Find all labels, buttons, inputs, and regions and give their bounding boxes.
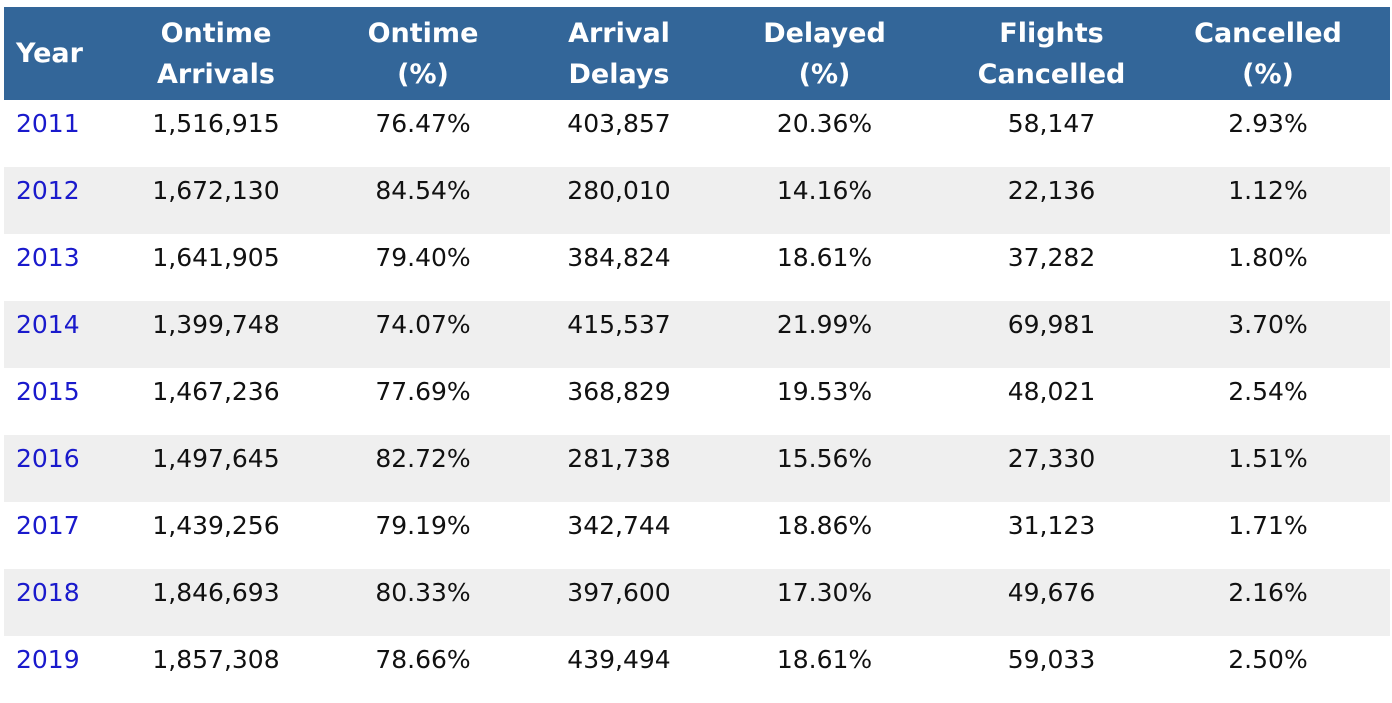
header-cancelled-pct: Cancelled (%) <box>1194 17 1342 90</box>
header-year: Year <box>16 38 83 69</box>
header-delayed-pct: Delayed (%) <box>763 17 886 90</box>
delayed-pct-cell: 17.30% <box>776 578 873 607</box>
year-cell: 2012 <box>4 167 132 234</box>
delayed-pct-cell: 21.99% <box>776 310 873 339</box>
ontime-arrivals-cell: 1,672,130 <box>152 176 280 205</box>
cancelled-pct-cell: 2.93% <box>1228 109 1308 138</box>
header-ontime-arrivals: Ontime Arrivals <box>157 17 275 90</box>
table-row: 2015 1,467,236 77.69% 368,829 19.53% 48,… <box>4 368 1390 435</box>
ontime-arrivals-cell: 1,497,645 <box>152 444 280 473</box>
table-row: 2014 1,399,748 74.07% 415,537 21.99% 69,… <box>4 301 1390 368</box>
year-cell: 2016 <box>4 435 132 502</box>
year-link[interactable]: 2018 <box>16 578 80 607</box>
ontime-pct-cell: 82.72% <box>375 444 471 473</box>
arrival-delays-cell: 342,744 <box>567 511 671 540</box>
flights-cancelled-cell: 69,981 <box>1007 310 1096 339</box>
ontime-pct-cell: 77.69% <box>375 377 471 406</box>
cancelled-pct-cell: 1.51% <box>1228 444 1308 473</box>
header-arrival-delays: Arrival Delays <box>568 17 670 90</box>
flights-cancelled-cell: 37,282 <box>1007 243 1096 272</box>
year-link[interactable]: 2013 <box>16 243 80 272</box>
table-row: 2019 1,857,308 78.66% 439,494 18.61% 59,… <box>4 636 1390 703</box>
arrival-delays-cell: 439,494 <box>567 645 671 674</box>
delayed-pct-cell: 18.61% <box>776 243 873 272</box>
arrival-delays-cell: 384,824 <box>567 243 671 272</box>
year-link[interactable]: 2014 <box>16 310 80 339</box>
ontime-pct-cell: 74.07% <box>375 310 471 339</box>
flights-cancelled-cell: 27,330 <box>1007 444 1096 473</box>
ontime-pct-cell: 78.66% <box>375 645 471 674</box>
ontime-pct-cell: 76.47% <box>375 109 471 138</box>
ontime-arrivals-cell: 1,439,256 <box>152 511 280 540</box>
year-cell: 2014 <box>4 301 132 368</box>
delayed-pct-cell: 18.86% <box>776 511 873 540</box>
year-link[interactable]: 2011 <box>16 109 80 138</box>
year-cell: 2018 <box>4 569 132 636</box>
table-row: 2012 1,672,130 84.54% 280,010 14.16% 22,… <box>4 167 1390 234</box>
arrival-delays-cell: 368,829 <box>567 377 671 406</box>
arrival-delays-cell: 280,010 <box>567 176 671 205</box>
ontime-arrivals-cell: 1,641,905 <box>152 243 280 272</box>
ontime-arrivals-cell: 1,857,308 <box>152 645 280 674</box>
year-cell: 2015 <box>4 368 132 435</box>
cancelled-pct-cell: 2.16% <box>1228 578 1308 607</box>
table-row: 2018 1,846,693 80.33% 397,600 17.30% 49,… <box>4 569 1390 636</box>
ontime-arrivals-cell: 1,846,693 <box>152 578 280 607</box>
ontime-arrivals-cell: 1,467,236 <box>152 377 280 406</box>
header-flights-cancelled: Flights Cancelled <box>977 17 1126 90</box>
ontime-pct-cell: 84.54% <box>375 176 471 205</box>
cancelled-pct-cell: 3.70% <box>1228 310 1308 339</box>
flights-cancelled-cell: 31,123 <box>1007 511 1096 540</box>
flights-cancelled-cell: 49,676 <box>1007 578 1096 607</box>
table-row: 2017 1,439,256 79.19% 342,744 18.86% 31,… <box>4 502 1390 569</box>
delayed-pct-cell: 20.36% <box>776 109 873 138</box>
table-row: 2013 1,641,905 79.40% 384,824 18.61% 37,… <box>4 234 1390 301</box>
year-link[interactable]: 2017 <box>16 511 80 540</box>
year-cell: 2017 <box>4 502 132 569</box>
table-row: 2011 1,516,915 76.47% 403,857 20.36% 58,… <box>4 100 1390 167</box>
flights-cancelled-cell: 48,021 <box>1007 377 1096 406</box>
arrival-delays-cell: 281,738 <box>567 444 671 473</box>
cancelled-pct-cell: 1.71% <box>1228 511 1308 540</box>
ontime-pct-cell: 80.33% <box>375 578 471 607</box>
cancelled-pct-cell: 2.50% <box>1228 645 1308 674</box>
delayed-pct-cell: 15.56% <box>776 444 873 473</box>
year-link[interactable]: 2016 <box>16 444 80 473</box>
header-ontime-pct: Ontime (%) <box>367 17 479 90</box>
flights-cancelled-cell: 58,147 <box>1007 109 1096 138</box>
flight-stats-table: Year Ontime Arrivals Ontime (%) Arrival … <box>4 7 1390 703</box>
cancelled-pct-cell: 1.80% <box>1228 243 1308 272</box>
year-cell: 2013 <box>4 234 132 301</box>
delayed-pct-cell: 19.53% <box>776 377 873 406</box>
ontime-arrivals-cell: 1,516,915 <box>152 109 280 138</box>
arrival-delays-cell: 415,537 <box>567 310 671 339</box>
flights-cancelled-cell: 59,033 <box>1007 645 1096 674</box>
cancelled-pct-cell: 2.54% <box>1228 377 1308 406</box>
arrival-delays-cell: 403,857 <box>567 109 671 138</box>
table-row: 2016 1,497,645 82.72% 281,738 15.56% 27,… <box>4 435 1390 502</box>
delayed-pct-cell: 14.16% <box>776 176 873 205</box>
year-cell: 2019 <box>4 636 132 703</box>
flight-stats-table-container: Year Ontime Arrivals Ontime (%) Arrival … <box>4 7 1390 703</box>
arrival-delays-cell: 397,600 <box>567 578 671 607</box>
ontime-pct-cell: 79.19% <box>375 511 471 540</box>
cancelled-pct-cell: 1.12% <box>1228 176 1308 205</box>
flights-cancelled-cell: 22,136 <box>1007 176 1096 205</box>
table-header-row: Year Ontime Arrivals Ontime (%) Arrival … <box>4 7 1390 100</box>
delayed-pct-cell: 18.61% <box>776 645 873 674</box>
year-link[interactable]: 2015 <box>16 377 80 406</box>
year-cell: 2011 <box>4 100 132 167</box>
ontime-arrivals-cell: 1,399,748 <box>152 310 280 339</box>
ontime-pct-cell: 79.40% <box>375 243 471 272</box>
year-link[interactable]: 2012 <box>16 176 80 205</box>
year-link[interactable]: 2019 <box>16 645 80 674</box>
